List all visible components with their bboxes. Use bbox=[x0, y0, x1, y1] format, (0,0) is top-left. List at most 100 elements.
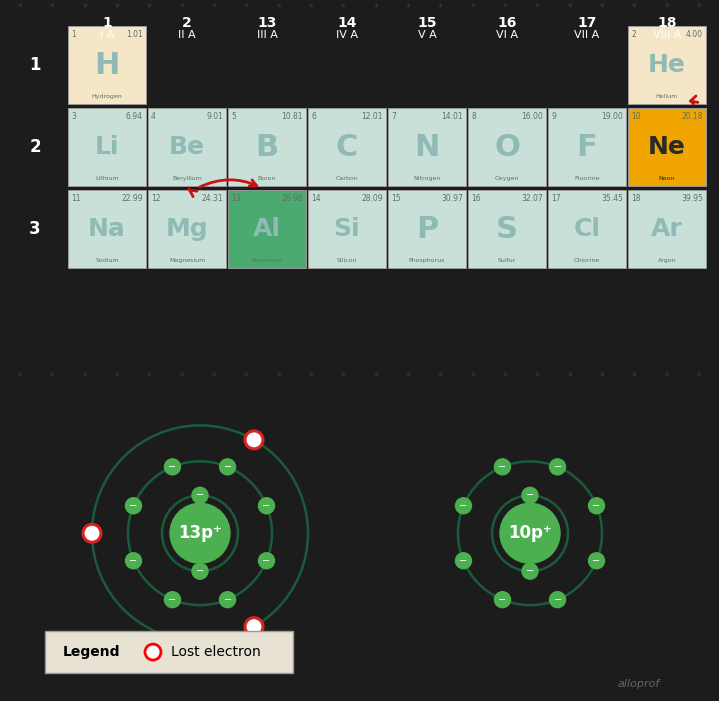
Text: *: * bbox=[600, 3, 605, 13]
Text: 7: 7 bbox=[391, 112, 396, 121]
Circle shape bbox=[455, 553, 472, 569]
Text: Carbon: Carbon bbox=[336, 176, 358, 182]
Text: *: * bbox=[50, 3, 55, 13]
Text: *: * bbox=[308, 372, 313, 381]
Text: Argon: Argon bbox=[658, 259, 677, 264]
Text: −: − bbox=[129, 501, 137, 511]
Circle shape bbox=[219, 459, 236, 475]
Text: *: * bbox=[308, 3, 313, 13]
Text: *: * bbox=[82, 372, 87, 381]
Text: 8: 8 bbox=[471, 112, 476, 121]
Text: 9.01: 9.01 bbox=[206, 112, 223, 121]
Text: V A: V A bbox=[418, 30, 436, 40]
Text: VII A: VII A bbox=[574, 30, 600, 40]
Text: −: − bbox=[168, 462, 176, 472]
Circle shape bbox=[245, 431, 263, 449]
Circle shape bbox=[522, 563, 538, 579]
Text: −: − bbox=[196, 490, 204, 501]
Circle shape bbox=[192, 487, 208, 503]
Text: *: * bbox=[18, 3, 22, 13]
Text: 1.01: 1.01 bbox=[127, 30, 143, 39]
Text: 24.31: 24.31 bbox=[201, 194, 223, 203]
Bar bbox=[548, 190, 626, 268]
Text: 16: 16 bbox=[498, 16, 517, 30]
Text: −: − bbox=[592, 556, 600, 566]
Text: *: * bbox=[147, 372, 152, 381]
Bar bbox=[388, 190, 466, 268]
Text: Li: Li bbox=[95, 135, 119, 159]
Text: Mg: Mg bbox=[165, 217, 209, 241]
Text: *: * bbox=[664, 3, 669, 13]
Text: −: − bbox=[459, 501, 467, 511]
Text: Aluminum: Aluminum bbox=[251, 259, 283, 264]
Text: −: − bbox=[459, 556, 467, 566]
Text: 14: 14 bbox=[311, 194, 321, 203]
Text: IV A: IV A bbox=[336, 30, 358, 40]
Text: 13p⁺: 13p⁺ bbox=[178, 524, 222, 543]
Text: I A: I A bbox=[100, 30, 114, 40]
Bar bbox=[628, 190, 706, 268]
Text: 10.81: 10.81 bbox=[282, 112, 303, 121]
Text: 30.97: 30.97 bbox=[441, 194, 463, 203]
Bar bbox=[548, 108, 626, 186]
Text: 19.00: 19.00 bbox=[601, 112, 623, 121]
Text: *: * bbox=[147, 3, 152, 13]
Text: Be: Be bbox=[169, 135, 205, 159]
Bar bbox=[148, 190, 226, 268]
Text: −: − bbox=[224, 594, 232, 605]
Text: 14: 14 bbox=[337, 16, 357, 30]
Text: 10: 10 bbox=[631, 112, 641, 121]
Text: *: * bbox=[535, 372, 540, 381]
Text: 1: 1 bbox=[71, 30, 75, 39]
Text: 18: 18 bbox=[657, 16, 677, 30]
Text: *: * bbox=[276, 372, 281, 381]
Circle shape bbox=[455, 498, 472, 514]
Text: −: − bbox=[196, 566, 204, 576]
Text: P: P bbox=[416, 215, 438, 244]
Text: 13: 13 bbox=[231, 194, 241, 203]
Bar bbox=[68, 26, 146, 104]
Text: III A: III A bbox=[257, 30, 278, 40]
Circle shape bbox=[192, 563, 208, 579]
Bar bbox=[308, 108, 386, 186]
Circle shape bbox=[495, 459, 510, 475]
Text: 28.09: 28.09 bbox=[362, 194, 383, 203]
Text: 2: 2 bbox=[29, 138, 41, 156]
FancyBboxPatch shape bbox=[45, 631, 293, 673]
Text: 16.00: 16.00 bbox=[521, 112, 543, 121]
Text: *: * bbox=[664, 372, 669, 381]
Bar bbox=[228, 108, 306, 186]
Text: 20.18: 20.18 bbox=[682, 112, 703, 121]
Text: *: * bbox=[114, 3, 119, 13]
Text: II A: II A bbox=[178, 30, 196, 40]
Text: Nitrogen: Nitrogen bbox=[413, 176, 441, 182]
Text: Fluorine: Fluorine bbox=[574, 176, 600, 182]
Text: Sulfur: Sulfur bbox=[498, 259, 516, 264]
Text: 35.45: 35.45 bbox=[601, 194, 623, 203]
Text: *: * bbox=[438, 3, 443, 13]
Text: 12.01: 12.01 bbox=[362, 112, 383, 121]
Text: Al: Al bbox=[253, 217, 281, 241]
Circle shape bbox=[145, 644, 161, 660]
Bar bbox=[388, 108, 466, 186]
Bar bbox=[68, 108, 146, 186]
Circle shape bbox=[259, 498, 275, 514]
Text: 4.00: 4.00 bbox=[686, 30, 703, 39]
Text: 12: 12 bbox=[151, 194, 160, 203]
Text: Legend: Legend bbox=[63, 645, 121, 659]
Circle shape bbox=[589, 498, 605, 514]
Text: B: B bbox=[255, 132, 278, 162]
Text: Sodium: Sodium bbox=[95, 259, 119, 264]
Text: *: * bbox=[82, 3, 87, 13]
Text: *: * bbox=[632, 372, 637, 381]
Text: *: * bbox=[341, 3, 346, 13]
Text: 32.07: 32.07 bbox=[521, 194, 543, 203]
Text: 26.98: 26.98 bbox=[281, 194, 303, 203]
Text: S: S bbox=[496, 215, 518, 244]
Text: 18: 18 bbox=[631, 194, 641, 203]
Text: 22.99: 22.99 bbox=[122, 194, 143, 203]
Text: 11: 11 bbox=[71, 194, 81, 203]
Text: −: − bbox=[554, 462, 562, 472]
Text: *: * bbox=[276, 3, 281, 13]
Circle shape bbox=[165, 592, 180, 608]
